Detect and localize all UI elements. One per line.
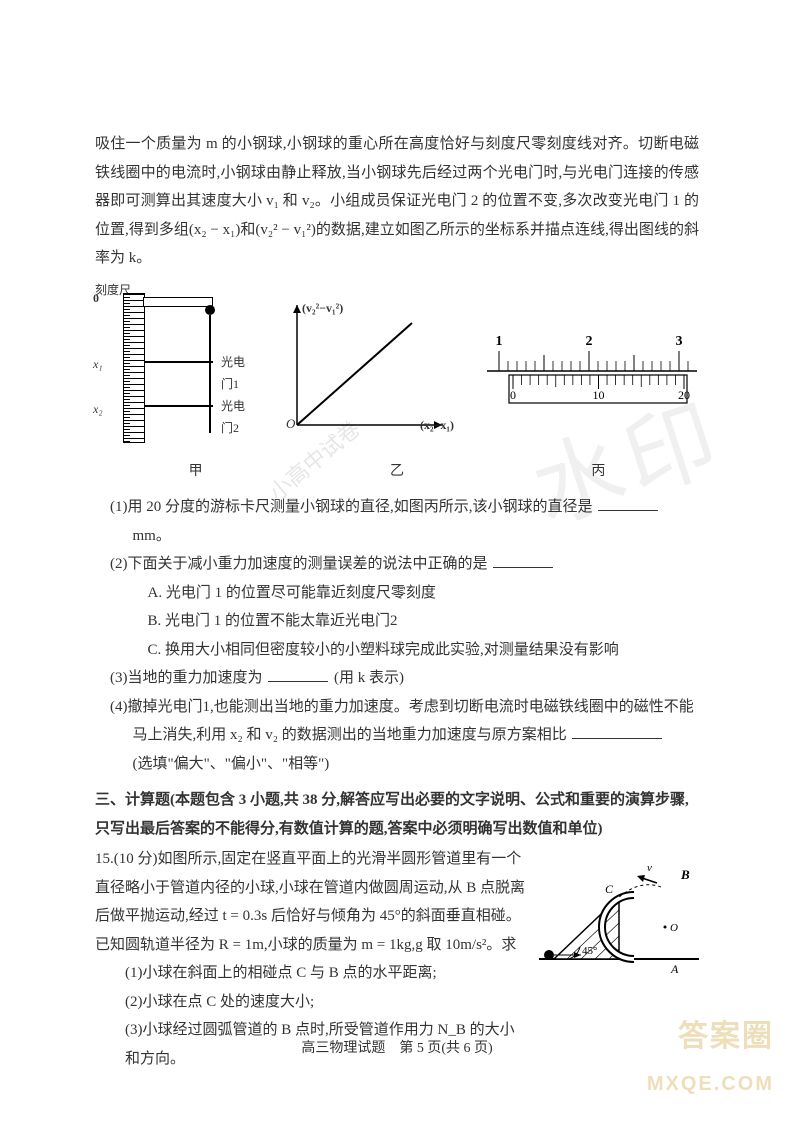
svg-text:2: 2	[586, 334, 593, 349]
svg-text:20: 20	[678, 388, 690, 402]
q15-sub2: (2)小球在点 C 处的速度大小;	[95, 988, 529, 1017]
q3: (3)当地的重力加速度为 (用 k 表示)	[110, 664, 699, 693]
caption-yi: 乙	[296, 459, 497, 486]
svg-text:1: 1	[496, 334, 503, 349]
q15-figure: 45° O B v C A	[539, 849, 699, 979]
photogate-1-label: 光电门1	[221, 351, 245, 397]
q15-svg: 45° O B v C A	[539, 849, 699, 979]
svg-text:v: v	[647, 862, 652, 874]
intro-paragraph: 吸住一个质量为 m 的小钢球,小钢球的重心所在高度恰好与刻度尺零刻度线对齐。切断…	[95, 130, 699, 273]
vernier-svg: 1 2 3 0 10 20	[479, 323, 699, 423]
steel-ball	[205, 305, 215, 315]
electromagnet-arm	[143, 297, 213, 307]
q15-sub1: (1)小球在斜面上的相碰点 C 与 B 点的水平距离;	[95, 959, 529, 988]
q2-choice-c: C. 换用大小相同但密度较小的小塑料球完成此实验,对测量结果没有影响	[95, 636, 699, 665]
caption-bing: 丙	[498, 459, 699, 486]
figures-row: 刻度尺 0 x₁ x₂ 光电门1 光电门2 (v₂²−v₁²) (x₂−x₁) …	[95, 283, 699, 453]
section-3-header: 三、计算题(本题包含 3 小题,共 38 分,解答应写出必要的文字说明、公式和重…	[95, 786, 699, 843]
svg-text:A: A	[670, 962, 679, 976]
photogate-2-label: 光电门2	[221, 395, 245, 441]
page-footer: 高三物理试题 第 5 页(共 6 页)	[0, 1036, 794, 1063]
q2-choice-b: B. 光电门 1 的位置不能太靠近光电门2	[95, 607, 699, 636]
caption-jia: 甲	[95, 459, 296, 486]
q3-text-b: (用 k 表示)	[334, 670, 404, 686]
svg-text:O: O	[670, 922, 678, 934]
zero-label: 0	[93, 287, 99, 310]
origin-label: O	[286, 412, 295, 437]
ruler-body	[123, 293, 145, 443]
photogate-2	[145, 405, 213, 407]
q4-blank[interactable]	[572, 723, 662, 740]
logo-url: MXQE.COM	[647, 1065, 774, 1103]
q1-unit: mm。	[133, 528, 171, 544]
q2: (2)下面关于减小重力加速度的测量误差的说法中正确的是	[110, 550, 699, 579]
q1: (1)用 20 分度的游标卡尺测量小钢球的直径,如图丙所示,该小钢球的直径是 m…	[110, 493, 699, 550]
q1-blank[interactable]	[598, 495, 658, 512]
q2-text: (2)下面关于减小重力加速度的测量误差的说法中正确的是	[110, 556, 488, 572]
q3-blank[interactable]	[268, 666, 328, 683]
x2-label: x₂	[93, 398, 103, 421]
figure-jia: 刻度尺 0 x₁ x₂ 光电门1 光电门2	[95, 283, 245, 453]
photogate-1	[145, 361, 213, 363]
figure-bing: 1 2 3 0 10 20	[479, 323, 699, 433]
figure-captions: 甲 乙 丙	[95, 459, 699, 486]
svg-text:10: 10	[593, 388, 605, 402]
figure-yi: (v₂²−v₁²) (x₂−x₁) O	[272, 295, 452, 445]
svg-text:45°: 45°	[582, 945, 597, 957]
svg-text:0: 0	[510, 388, 516, 402]
x1-label: x₁	[93, 353, 103, 376]
q1-text: (1)用 20 分度的游标卡尺测量小钢球的直径,如图丙所示,该小钢球的直径是	[110, 499, 593, 515]
q2-blank[interactable]	[493, 552, 553, 569]
svg-text:C: C	[605, 882, 614, 896]
svg-text:3: 3	[676, 334, 683, 349]
q15-heading: 15.(10 分)如图所示,固定在竖直平面上的光滑半圆形管道里有一个直径略小于管…	[95, 845, 529, 959]
svg-text:B: B	[680, 867, 690, 882]
q4-hint: (选填"偏大"、"偏小"、"相等")	[95, 750, 699, 779]
drop-line	[209, 315, 211, 433]
x-axis-label: (x₂−x₁)	[420, 414, 454, 437]
q3-text-a: (3)当地的重力加速度为	[110, 670, 263, 686]
q2-choice-a: A. 光电门 1 的位置尽可能靠近刻度尺零刻度	[95, 579, 699, 608]
y-axis-label: (v₂²−v₁²)	[302, 297, 343, 320]
q4: (4)撤掉光电门1,也能测出当地的重力加速度。考虑到切断电流时电磁铁线圈中的磁性…	[110, 693, 699, 750]
